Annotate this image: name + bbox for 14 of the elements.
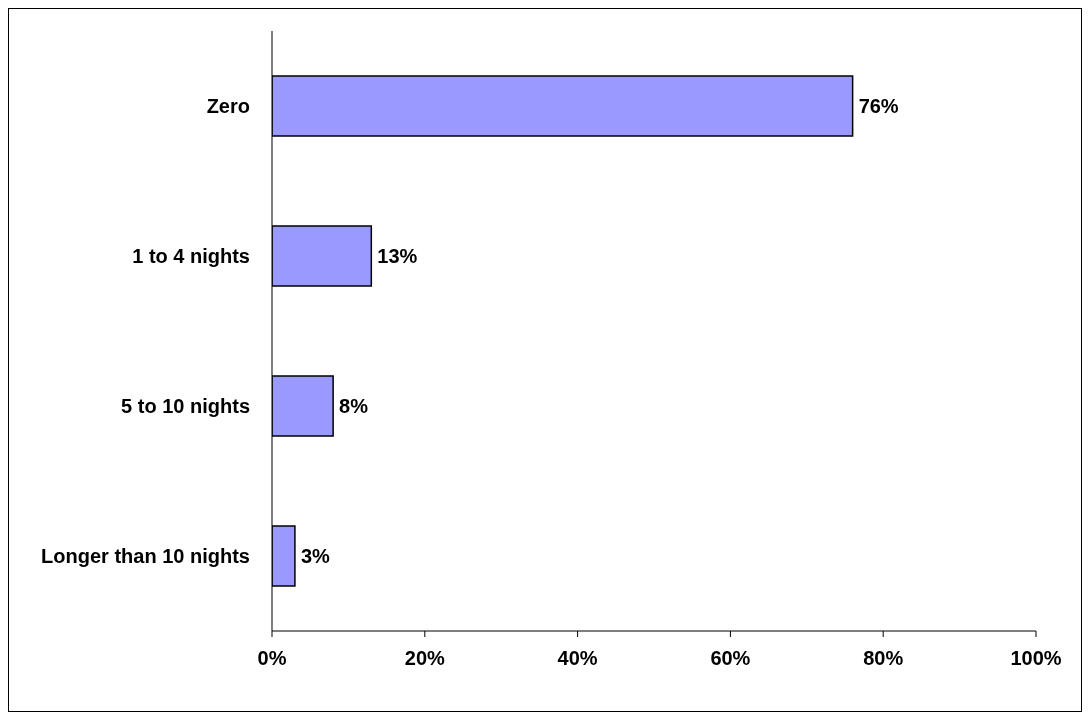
data-label: 13% <box>377 245 418 268</box>
x-tick-label: 20% <box>404 647 446 670</box>
x-tick-label: 0% <box>257 647 287 670</box>
data-label: 3% <box>300 545 331 568</box>
x-tick-label: 100% <box>1010 647 1062 670</box>
x-tick-label: 80% <box>863 647 904 670</box>
data-label: 76% <box>858 95 899 118</box>
y-tick-label: Longer than 10 nights <box>41 545 250 568</box>
y-tick-label: Zero <box>206 95 250 118</box>
y-tick-label: 1 to 4 nights <box>132 245 250 268</box>
x-tick-label: 60% <box>710 647 751 670</box>
data-label: 8% <box>339 395 369 418</box>
x-tick-label: 40% <box>557 647 598 670</box>
y-tick-label: 5 to 10 nights <box>121 395 250 418</box>
